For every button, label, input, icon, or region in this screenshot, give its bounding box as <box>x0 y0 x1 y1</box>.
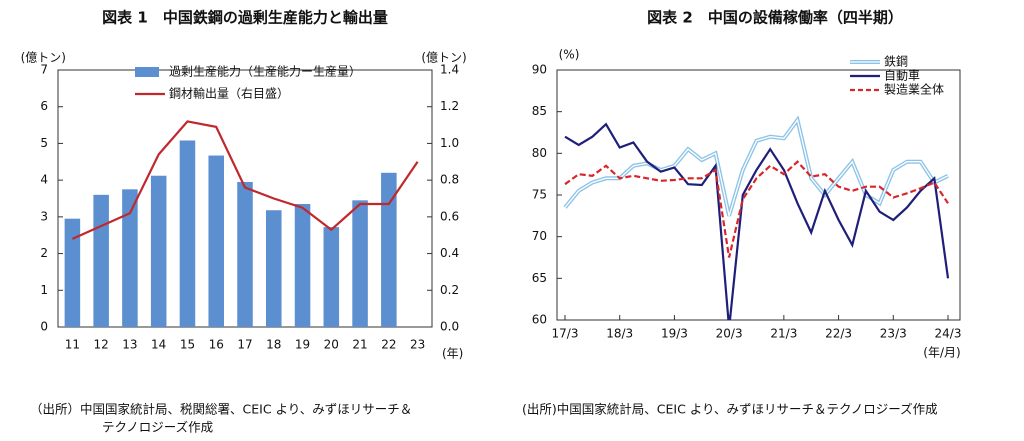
bar <box>381 172 397 327</box>
y-tick-label: 4 <box>40 173 48 187</box>
source-note: テクノロジーズ作成 <box>102 420 213 435</box>
line <box>563 115 949 217</box>
bar <box>323 227 340 327</box>
bar <box>294 204 311 327</box>
chart-title: 図表 1 中国鉄鋼の過剰生産能力と輸出量 <box>102 9 388 27</box>
line <box>71 120 419 240</box>
x-tick-label: 17 <box>237 338 252 352</box>
y-tick-label: 7 <box>40 63 48 77</box>
x-tick-label: 18/3 <box>606 327 633 341</box>
x-tick-label: 19/3 <box>661 327 688 341</box>
x-axis-label: (年) <box>442 347 463 361</box>
y-tick-label: 75 <box>532 188 547 202</box>
y-axis-label: (億トン) <box>21 51 66 65</box>
line <box>564 160 949 258</box>
y-axis-label: (%) <box>559 48 580 62</box>
x-tick-label: 20 <box>324 338 339 352</box>
bar <box>122 189 138 327</box>
y-tick-label: 90 <box>532 63 547 77</box>
x-tick-label: 24/3 <box>935 327 962 341</box>
y-tick-label: 3 <box>40 209 48 223</box>
legend-swatch <box>135 67 159 77</box>
bar <box>150 175 167 327</box>
y-tick-label: 6 <box>40 99 48 113</box>
x-tick-label: 12 <box>94 338 109 352</box>
x-tick-label: 22 <box>381 338 396 352</box>
source-note: （出所）中国国家統計局、税関総署、CEIC より、みずほリサーチ＆ <box>30 402 412 417</box>
y-tick-label: 85 <box>532 104 547 118</box>
plot-frame <box>556 69 961 321</box>
y-tick-label: 0.4 <box>440 246 459 260</box>
x-tick-label: 18 <box>266 338 281 352</box>
x-tick-label: 23 <box>410 338 425 352</box>
y-tick-label: 5 <box>40 136 48 150</box>
y-tick-label: 0.8 <box>440 173 459 187</box>
x-tick-label: 14 <box>151 338 166 352</box>
x-tick-label: 16 <box>209 338 224 352</box>
legend-label: 製造業全体 <box>884 82 944 97</box>
bar <box>64 218 81 327</box>
legend-label: 鋼材輸出量（右目盛） <box>169 86 289 101</box>
x-tick-label: 21 <box>352 338 367 352</box>
y-tick-label: 0.0 <box>440 320 459 334</box>
y-tick-label: 0 <box>40 320 48 334</box>
plot-lines <box>563 115 950 320</box>
bar <box>93 194 109 327</box>
y-tick-label: 2 <box>40 246 48 260</box>
y-tick-label: 1.2 <box>440 99 459 113</box>
x-tick-label: 15 <box>180 338 195 352</box>
bar <box>266 210 282 327</box>
x-tick-label: 23/3 <box>880 327 907 341</box>
line <box>564 122 950 320</box>
y-tick-label: 0.2 <box>440 283 459 297</box>
x-tick-label: 22/3 <box>825 327 852 341</box>
y-tick-label: 1 <box>40 283 48 297</box>
x-axis-label: (年/月) <box>923 346 960 360</box>
bar <box>179 140 196 327</box>
bar <box>352 200 368 327</box>
chart-title: 図表 2 中国の設備稼働率（四半期） <box>647 9 903 27</box>
bar <box>208 155 224 327</box>
x-tick-label: 19 <box>295 338 310 352</box>
x-tick-label: 17/3 <box>552 327 579 341</box>
x-tick-label: 20/3 <box>716 327 743 341</box>
y-tick-label: 70 <box>532 229 547 243</box>
y-tick-label: 1.0 <box>440 136 459 150</box>
line-highlight <box>564 118 949 216</box>
y-tick-label: 1.4 <box>440 63 459 77</box>
y2-axis-label: (億トン) <box>421 51 466 65</box>
y-tick-label: 60 <box>532 313 547 327</box>
x-tick-label: 13 <box>122 338 137 352</box>
legend-label: 自動車 <box>884 69 920 83</box>
x-tick-label: 21/3 <box>770 327 797 341</box>
source-note: (出所)中国国家統計局、CEIC より、みずほリサーチ＆テクノロジーズ作成 <box>522 402 938 417</box>
x-tick-label: 11 <box>65 338 80 352</box>
y-tick-label: 80 <box>532 146 547 160</box>
y-tick-label: 65 <box>532 271 547 285</box>
legend-label: 過剰生産能力（生産能力ー生産量） <box>169 64 361 79</box>
legend-label: 鉄鋼 <box>884 54 908 69</box>
y-tick-label: 0.6 <box>440 209 459 223</box>
bar <box>237 181 253 327</box>
